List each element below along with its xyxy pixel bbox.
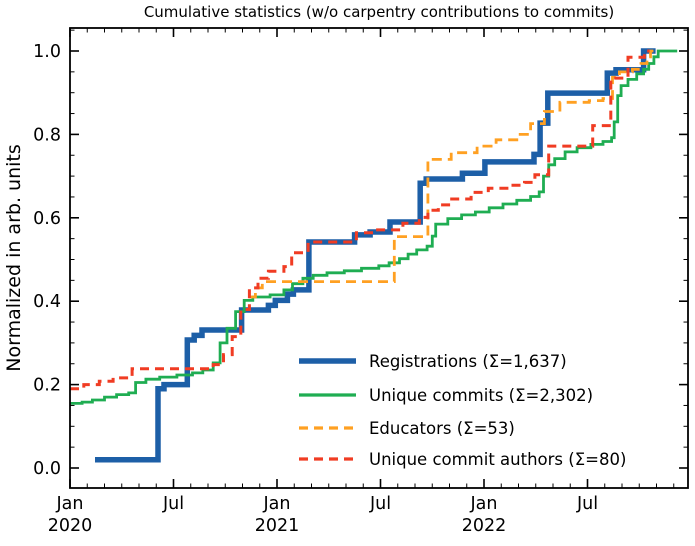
y-tick-label: 0.8 — [33, 125, 61, 145]
y-tick-label: 0.6 — [33, 209, 61, 229]
y-axis-label: Normalized in arb. units — [3, 144, 25, 371]
chart-title: Cumulative statistics (w/o carpentry con… — [144, 3, 614, 21]
x-tick-label: Jul — [576, 494, 598, 514]
legend: Registrations (Σ=1,637) Unique commits (Σ… — [299, 352, 626, 469]
plot-border — [69, 27, 689, 489]
x-tick-label: Jan — [56, 494, 84, 514]
series-unique-commits — [70, 49, 678, 405]
legend-label-educators: Educators (Σ=53) — [369, 419, 515, 438]
x-tick-label: Jan — [470, 494, 498, 514]
x-tick-label: Jul — [369, 494, 391, 514]
y-tick-label: 0.0 — [33, 459, 61, 479]
series-educators — [249, 49, 654, 299]
legend-label-registrations: Registrations (Σ=1,637) — [369, 352, 567, 371]
x-tick-label: Jan — [263, 494, 291, 514]
series-registrations — [95, 48, 656, 463]
series-group — [70, 48, 678, 463]
series-unique-commit-authors — [70, 49, 650, 391]
y-tick-label: 1.0 — [33, 42, 61, 62]
legend-label-unique-commit-authors: Unique commit authors (Σ=80) — [369, 450, 626, 469]
legend-label-unique-commits: Unique commits (Σ=2,302) — [369, 386, 593, 405]
y-tick-label: 0.4 — [33, 292, 61, 312]
x-tick-year-label: 2022 — [462, 516, 507, 536]
y-tick-label: 0.2 — [33, 376, 61, 396]
x-tick-year-label: 2020 — [48, 516, 93, 536]
x-tick-label: Jul — [162, 494, 184, 514]
x-tick-year-label: 2021 — [255, 516, 300, 536]
